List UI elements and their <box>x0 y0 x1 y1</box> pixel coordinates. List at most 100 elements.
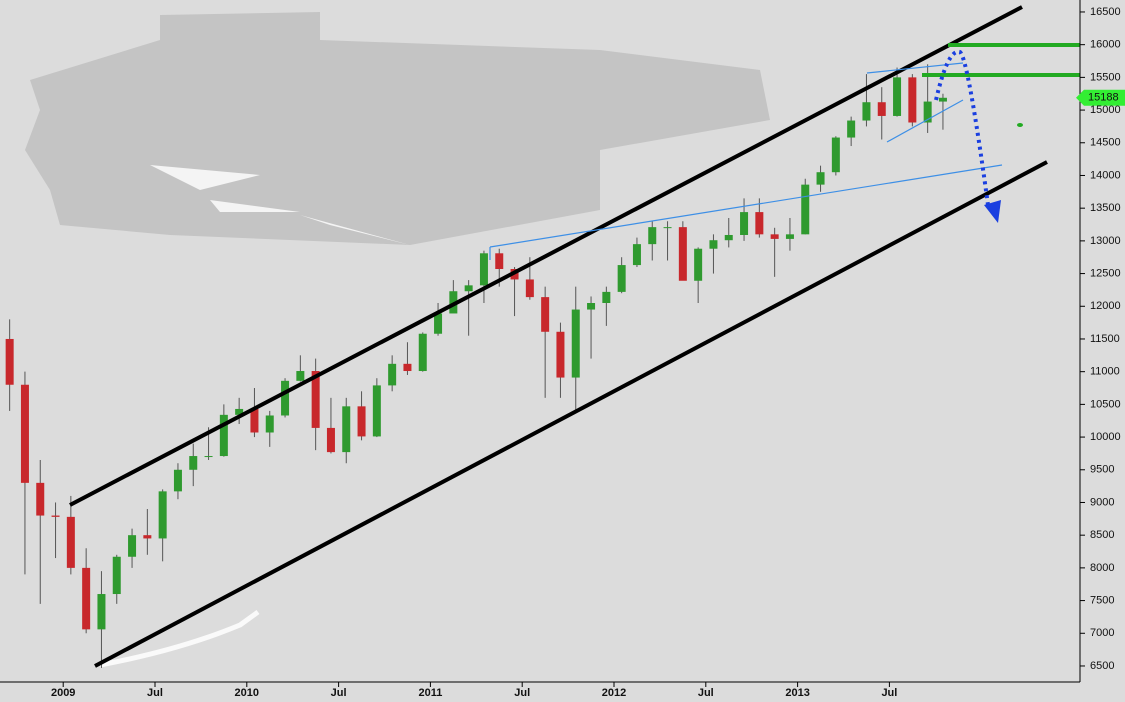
plot-area <box>5 64 947 668</box>
candle-body <box>556 331 565 378</box>
y-tick-label: 11000 <box>1090 366 1120 378</box>
candle-body <box>281 380 290 416</box>
y-tick-label: 6500 <box>1090 660 1114 672</box>
y-tick-label: 7000 <box>1090 627 1114 639</box>
candle-body <box>602 291 611 304</box>
y-tick-label: 15000 <box>1090 104 1121 116</box>
candle-body <box>5 338 14 385</box>
candle-body <box>219 414 228 457</box>
y-tick-label: 10000 <box>1090 431 1121 443</box>
price-tag-label: 15188 <box>1088 92 1119 104</box>
candle-body <box>938 97 947 102</box>
candle-body <box>36 482 45 516</box>
candle-body <box>173 469 182 492</box>
trendline <box>489 164 1003 248</box>
candle-body <box>525 279 534 298</box>
candle-body <box>342 406 351 453</box>
candle-body <box>296 371 305 381</box>
x-tick-label: Jul <box>147 687 163 699</box>
candle-body <box>785 234 794 239</box>
y-tick-label: 15500 <box>1090 71 1121 83</box>
x-tick-label: Jul <box>698 687 714 699</box>
candle-body <box>923 101 932 123</box>
candle-body <box>755 212 764 235</box>
x-tick-label: 2013 <box>785 687 809 699</box>
y-tick-label: 12000 <box>1090 300 1121 312</box>
candle-body <box>694 248 703 281</box>
x-tick-label: 2009 <box>51 687 75 699</box>
candle-body <box>847 120 856 138</box>
arrow-head <box>984 200 1001 223</box>
candle-body <box>571 309 580 378</box>
candle-body <box>51 515 60 517</box>
candle-body <box>632 244 641 266</box>
candle-body <box>66 516 75 568</box>
candle-body <box>464 285 473 292</box>
candle-body <box>816 172 825 185</box>
candle-body <box>495 253 504 269</box>
candle-body <box>648 227 657 245</box>
y-tick-label: 11500 <box>1090 333 1120 345</box>
candle-body <box>893 77 902 116</box>
candle-body <box>189 456 198 470</box>
candle-body <box>541 297 550 332</box>
price-tag-box <box>1076 89 1125 106</box>
y-tick-label: 8000 <box>1090 562 1114 574</box>
candle-body <box>143 535 152 539</box>
candle-body <box>372 385 381 437</box>
candle-body <box>311 371 320 428</box>
candle-body <box>204 456 213 458</box>
candle-body <box>250 408 259 433</box>
channel-upper <box>69 5 1023 507</box>
candle-body <box>908 77 917 123</box>
candle-body <box>724 234 733 241</box>
candle-body <box>128 535 137 557</box>
y-tick-label: 16000 <box>1090 39 1121 51</box>
candle-body <box>97 594 106 630</box>
smudge-highlight <box>150 165 410 245</box>
candle-body <box>326 427 335 453</box>
y-tick-label: 9500 <box>1090 464 1114 476</box>
x-tick-label: Jul <box>514 687 530 699</box>
candle-body <box>801 184 810 235</box>
y-tick-label: 10500 <box>1090 398 1121 410</box>
y-tick-label: 7500 <box>1090 594 1114 606</box>
projection-arrow <box>934 49 990 206</box>
candle-body <box>357 406 366 437</box>
smudge-curve <box>99 609 260 668</box>
y-tick-label: 14000 <box>1090 169 1121 181</box>
candle-body <box>587 303 596 310</box>
y-tick-label: 14500 <box>1090 137 1121 149</box>
y-tick-label: 12500 <box>1090 267 1121 279</box>
x-tick-label: Jul <box>881 687 897 699</box>
candle-body <box>82 567 91 630</box>
candle-body <box>862 102 871 121</box>
candle-body <box>158 491 167 539</box>
candle-body <box>709 240 718 249</box>
y-tick-label: 9000 <box>1090 496 1114 508</box>
candle-body <box>388 363 397 386</box>
candle-body <box>403 363 412 372</box>
price-tag: 15188 <box>1076 89 1125 106</box>
candle-body <box>265 415 274 433</box>
candle-body <box>434 313 443 334</box>
x-tick-label: Jul <box>331 687 347 699</box>
x-tick-label: 2012 <box>602 687 626 699</box>
candle-body <box>20 384 29 483</box>
candle-body <box>617 265 626 292</box>
y-tick-label: 8500 <box>1090 529 1114 541</box>
candle-body <box>235 408 244 415</box>
y-tick-label: 13000 <box>1090 235 1121 247</box>
y-tick-label: 13500 <box>1090 202 1121 214</box>
x-tick-label: 2010 <box>235 687 259 699</box>
candle-body <box>678 227 687 281</box>
candle-body <box>770 234 779 239</box>
candle-body <box>877 102 886 116</box>
dot <box>1017 123 1023 127</box>
wedge-lower <box>886 99 964 143</box>
candle-body <box>112 556 121 595</box>
candle-body <box>740 212 749 235</box>
candle-body <box>418 333 427 372</box>
